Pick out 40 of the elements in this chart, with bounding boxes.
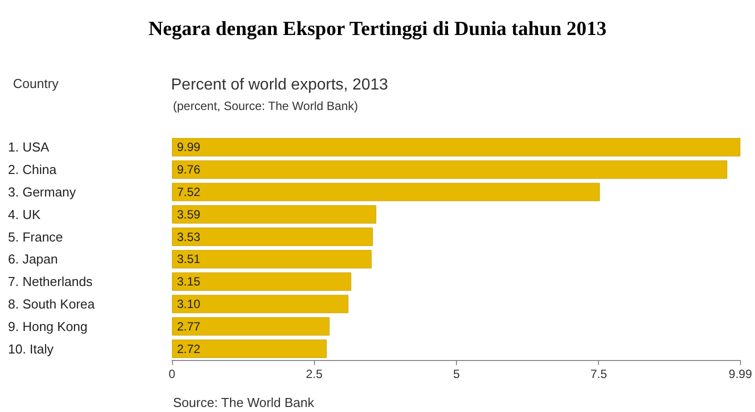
data-label: 3.15 [177,274,201,289]
text: (percent, Source: The World Bank) [173,99,358,113]
bar [172,250,372,268]
y-tick-label: 1. USA [8,140,50,155]
bar [172,317,330,336]
y-tick-label: 9. Hong Kong [8,318,88,334]
bar [172,182,600,202]
y-tick-label: 10. Italy [8,341,54,356]
data-label: 3.10 [177,297,201,311]
chart-subtitle: Percent of world exports, 2013 [171,76,388,94]
x-tick-label: 7.5 [590,367,608,381]
y-tick-label: 5. France [8,229,63,244]
x-tick-label: 2.5 [306,367,323,381]
y-tick-label: 8. South Korea [8,296,96,312]
data-label: 2.77 [177,319,201,334]
data-label: 9.76 [177,162,201,177]
x-tick-label: 0 [168,367,176,381]
source-note: Source: The World Bank [173,395,315,410]
bar [172,340,327,358]
bar [172,228,373,246]
bar [172,272,352,291]
x-tick-label: 5 [453,367,460,381]
bar [172,294,348,314]
text: Country [13,76,60,91]
bar [172,138,740,156]
x-tick-label: 9.99 [728,367,752,381]
y-tick-label: 6. Japan [8,252,58,267]
y-tick-label: 4. UK [8,206,41,222]
data-label: 9.99 [177,140,201,154]
data-label: 3.53 [177,230,201,244]
y-tick-label: 3. Germany [8,184,76,200]
data-label: 7.52 [177,185,201,199]
bar [172,205,376,224]
y-tick-label: 7. Netherlands [8,274,94,290]
data-label: 3.51 [177,252,201,266]
data-label: 2.72 [177,342,201,356]
chart-title: Negara dengan Ekspor Tertinggi di Dunia tahun 2013 [148,18,607,40]
y-tick-label: 2. China [8,162,58,178]
data-label: 3.59 [177,207,201,222]
bar [172,160,728,179]
